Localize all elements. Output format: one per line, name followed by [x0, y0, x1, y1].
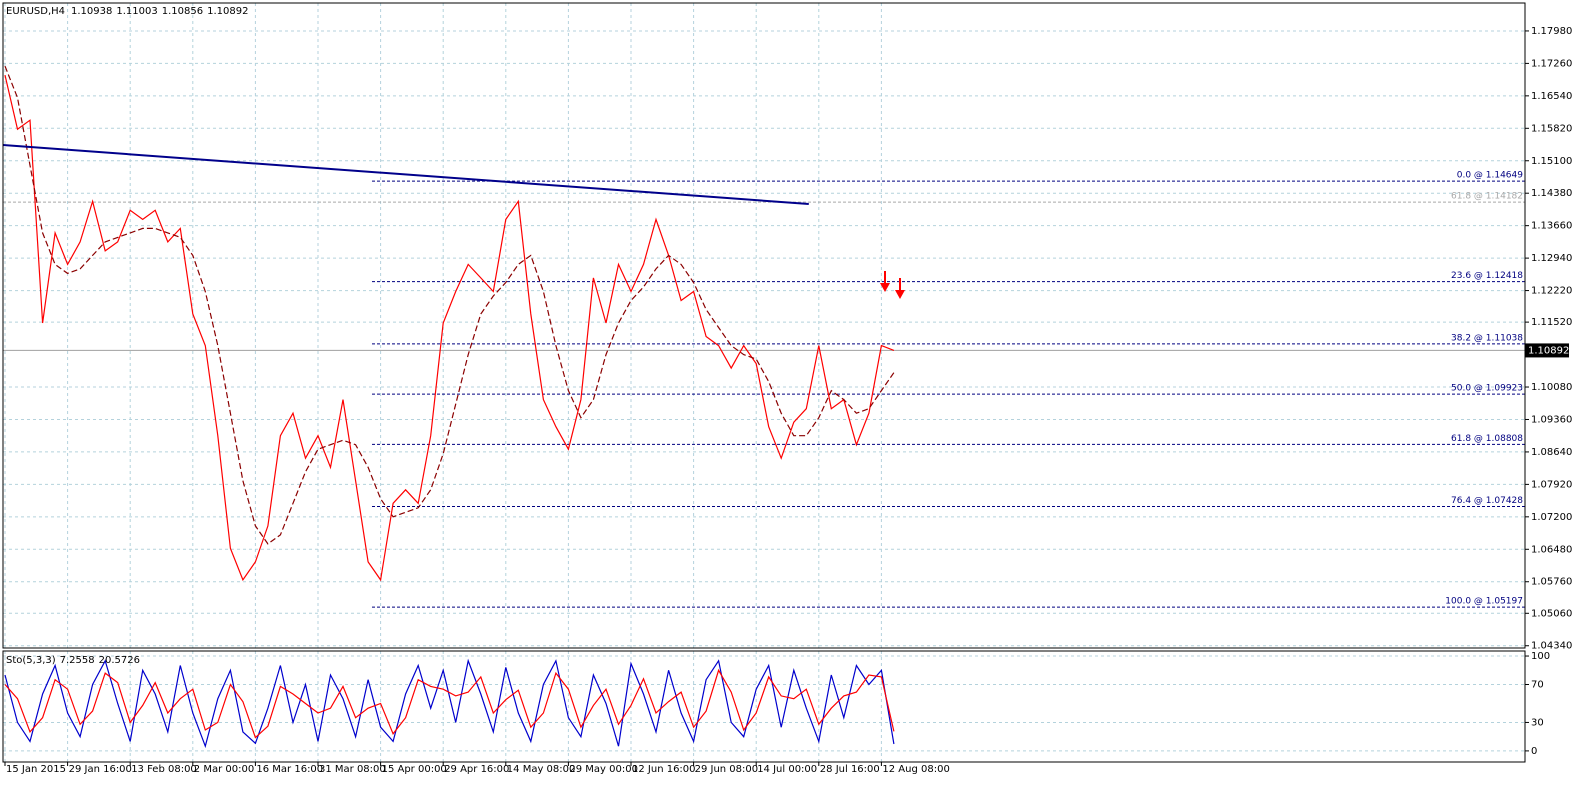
header: EURUSD,H4 1.10938 1.11003 1.10856 1.10892 — [6, 6, 248, 17]
y-tick-label: 1.13660 — [1531, 221, 1572, 232]
x-tick-label: 29 Apr 16:00 — [444, 764, 509, 775]
trendline — [2, 143, 809, 206]
x-tick-label: 12 Aug 08:00 — [882, 764, 949, 775]
y-tick-label: 70 — [1531, 679, 1544, 690]
x-tick-label: 16 Mar 16:00 — [256, 764, 323, 775]
y-tick-label: 30 — [1531, 717, 1544, 728]
stoch-title: Sto(5,3,3) 7.2558 20.5726 — [6, 655, 140, 666]
stoch-signal-value: 20.5726 — [99, 655, 140, 666]
y-tick-label: 0 — [1531, 746, 1537, 757]
x-tick-label: 31 Mar 08:00 — [319, 764, 386, 775]
x-tick-label: 13 Feb 08:00 — [131, 764, 197, 775]
y-tick-label: 1.10080 — [1531, 382, 1572, 393]
current-price-label: 1.10892 — [1528, 345, 1569, 356]
series-line — [4, 658, 895, 749]
stoch-main-value: 7.2558 — [60, 655, 95, 666]
x-tick-label: 28 Jul 16:00 — [820, 764, 880, 775]
y-tick-label: 1.04340 — [1531, 641, 1572, 652]
plot-layer: 0.0 @ 1.14649 61.8 @ 1.14182 23.6 @ 1.1241… — [2, 3, 1525, 762]
y-tick-label: 1.17260 — [1531, 58, 1572, 69]
y-tick-label: 1.12220 — [1531, 286, 1572, 297]
y-tick-label: 1.05060 — [1531, 608, 1572, 619]
x-tick-label: 29 Jun 08:00 — [695, 764, 759, 775]
y-tick-label: 1.15820 — [1531, 123, 1572, 134]
y-tick-label: 1.16540 — [1531, 91, 1572, 102]
y-tick-label: 100 — [1531, 651, 1550, 662]
high: 1.11003 — [116, 6, 157, 17]
x-tick-label: 29 Jan 16:00 — [69, 764, 132, 775]
fib-label: 61.8 @ 1.14182 — [1451, 192, 1523, 202]
y-tick-label: 1.12940 — [1531, 253, 1572, 264]
symbol: EURUSD,H4 — [6, 6, 65, 17]
stoch-name: Sto(5,3,3) — [6, 655, 56, 666]
x-tick-label: 29 May 00:00 — [569, 764, 638, 775]
x-tick-label: 2 Mar 00:00 — [194, 764, 254, 775]
fib-label: 50.0 @ 1.09923 — [1451, 384, 1523, 394]
current-price-tag — [1525, 343, 1569, 358]
stoch-panel-border — [2, 650, 1526, 763]
series-line — [4, 668, 895, 739]
fib-label: 61.8 @ 1.08808 — [1451, 434, 1523, 444]
y-tick-label: 1.07920 — [1531, 479, 1572, 490]
y-tick-label: 1.17980 — [1531, 26, 1572, 37]
main-panel-border — [2, 2, 1526, 649]
x-tick-label: 14 May 08:00 — [507, 764, 576, 775]
close: 1.10892 — [207, 6, 248, 17]
y-tick-label: 1.08640 — [1531, 447, 1572, 458]
y-tick-label: 1.07200 — [1531, 512, 1572, 523]
fib-label: 23.6 @ 1.12418 — [1451, 271, 1523, 281]
fib-label: 76.4 @ 1.07428 — [1451, 496, 1523, 506]
x-tick-label: 15 Apr 00:00 — [382, 764, 447, 775]
y-tick-label: 1.06480 — [1531, 544, 1572, 555]
arrow-head — [895, 290, 905, 299]
arrow-head — [880, 283, 890, 292]
y-tick-label: 1.15100 — [1531, 156, 1572, 167]
fib-label: 100.0 @ 1.05197 — [1445, 597, 1523, 607]
y-tick-label: 1.05760 — [1531, 577, 1572, 588]
fib-label: 38.2 @ 1.11038 — [1451, 333, 1523, 343]
y-tick-label: 1.11520 — [1531, 317, 1572, 328]
y-tick-label: 1.09360 — [1531, 414, 1572, 425]
low: 1.10856 — [162, 6, 203, 17]
x-tick-label: 15 Jan 2015 — [6, 764, 66, 775]
sell-arrows — [880, 271, 905, 299]
y-tick-label: 1.14380 — [1531, 188, 1572, 199]
series-line — [4, 74, 895, 582]
open: 1.10938 — [71, 6, 112, 17]
fib-label: 0.0 @ 1.14649 — [1457, 171, 1524, 181]
x-tick-label: 14 Jul 00:00 — [757, 764, 817, 775]
x-tick-label: 12 Jun 16:00 — [632, 764, 696, 775]
